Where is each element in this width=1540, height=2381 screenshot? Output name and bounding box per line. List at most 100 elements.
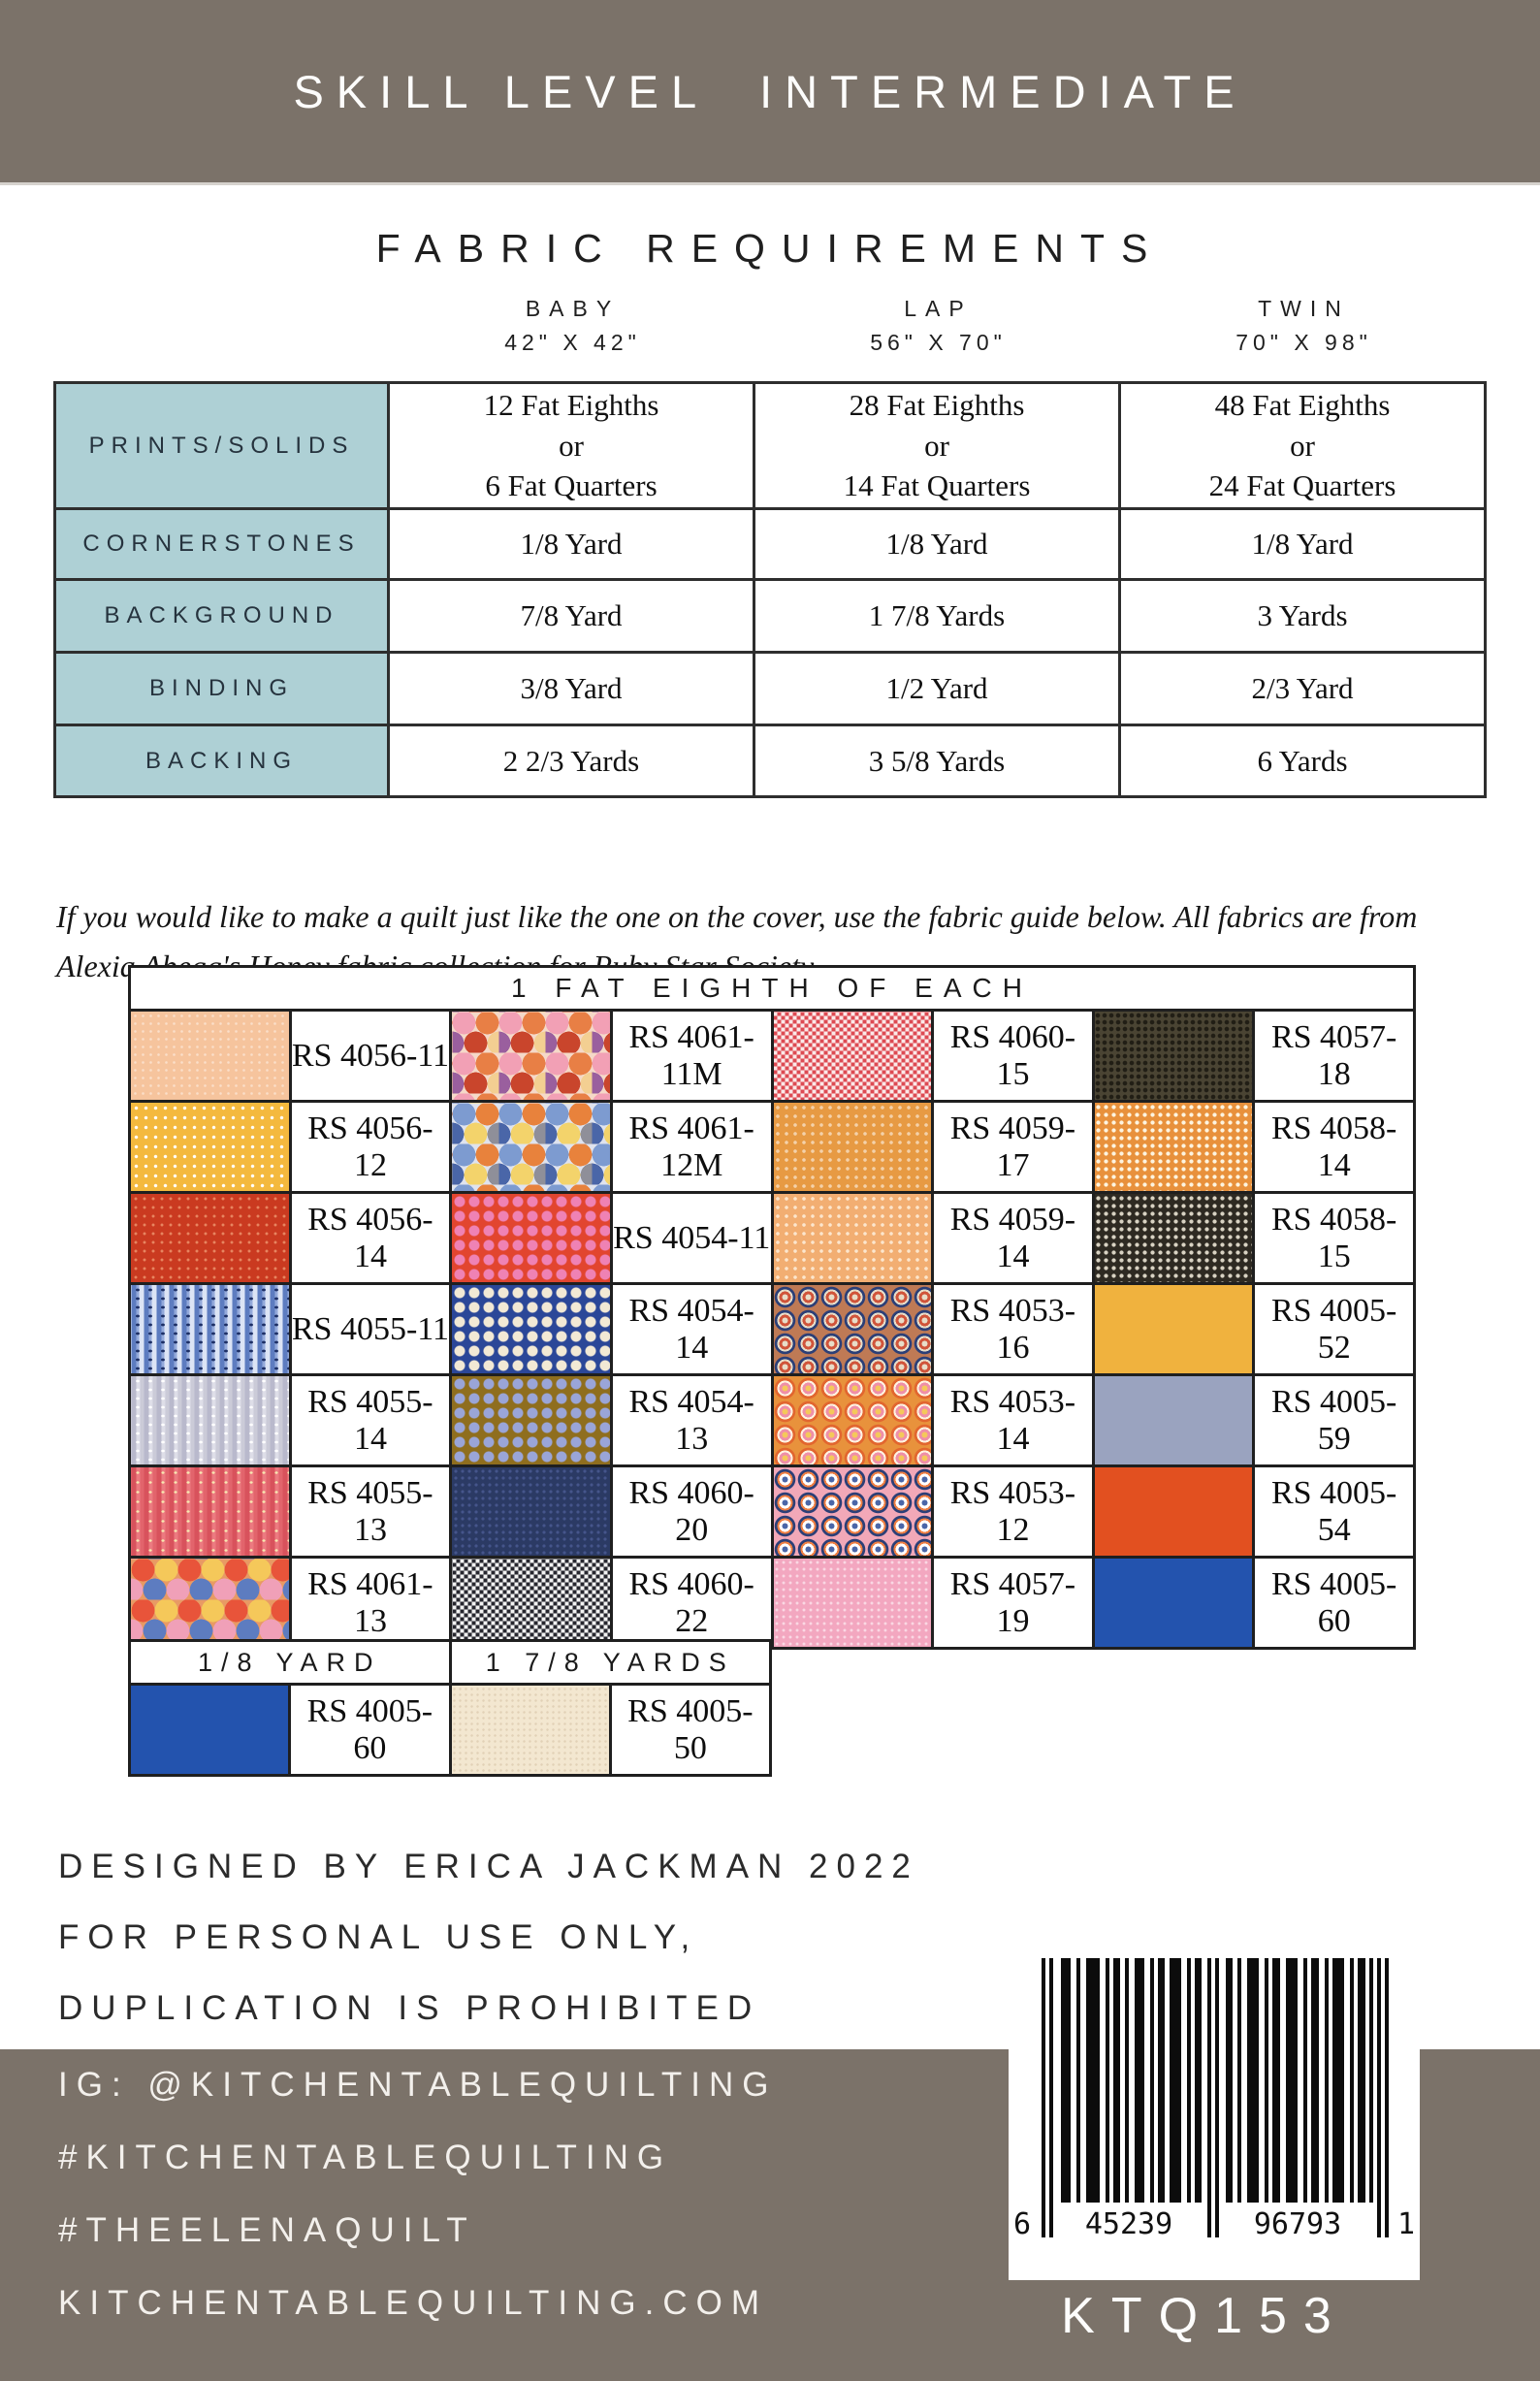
fabric-code: RS 4061-12M xyxy=(609,1100,774,1194)
fabric-code: RS 4054-13 xyxy=(609,1373,774,1467)
fabric-code: RS 4054-11 xyxy=(609,1191,774,1285)
fabric-code: RS 4056-12 xyxy=(288,1100,453,1194)
requirement-value-line: 2 2/3 Yards xyxy=(502,743,640,778)
fabric-swatch xyxy=(1091,1464,1256,1559)
fabric-code: RS 4053-14 xyxy=(931,1373,1095,1467)
fabric-code: RS 4058-15 xyxy=(1252,1191,1416,1285)
fabric-code: RS 4061-11M xyxy=(609,1009,774,1103)
requirement-label: PRINTS/SOLIDS xyxy=(53,381,390,510)
size-name: LAP xyxy=(904,296,973,321)
extra-header-row: 1/8 YARD 1 7/8 YARDS xyxy=(128,1639,772,1686)
fabric-code: RS 4055-11 xyxy=(288,1282,453,1376)
requirement-value-line: 6 Fat Quarters xyxy=(485,468,658,503)
credit-duplication: DUPLICATION IS PROHIBITED xyxy=(58,1989,761,2027)
requirement-value: 3 5/8 Yards xyxy=(753,724,1121,798)
barcode-digit-right: 1 xyxy=(1397,2207,1415,2241)
fabric-swatch xyxy=(128,1282,292,1376)
guide-row: RS 4056-11 RS 4061-11M RS 4060-15 RS 4057-1… xyxy=(128,1009,1416,1103)
fabric-swatch xyxy=(770,1556,935,1650)
barcode-digit-left: 6 xyxy=(1013,2207,1031,2241)
fabric-swatch xyxy=(128,1009,292,1103)
guide-header: 1 FAT EIGHTH OF EACH xyxy=(128,965,1416,1012)
yardage-header: 1 7/8 YARDS xyxy=(448,1639,772,1686)
fabric-code: RS 4058-14 xyxy=(1252,1100,1416,1194)
fabric-swatch xyxy=(449,1191,613,1285)
requirements-row: PRINTS/SOLIDS 12 Fat Eighths or 6 Fat Quart… xyxy=(53,381,1487,510)
requirement-value-line: 24 Fat Quarters xyxy=(1208,468,1396,503)
requirement-label: BACKING xyxy=(53,724,390,798)
requirement-value-line: 1/8 Yard xyxy=(520,527,623,562)
guide-row: RS 4056-12 RS 4061-12M RS 4059-17 RS 4058-1… xyxy=(128,1100,1416,1194)
fabric-code: RS 4055-14 xyxy=(288,1373,453,1467)
requirement-label: CORNERSTONES xyxy=(53,507,390,581)
fabric-guide-extra-table: 1/8 YARD 1 7/8 YARDS RS 4005-60 RS 4005-50 xyxy=(127,1639,773,1777)
fabric-swatch xyxy=(449,1282,613,1376)
skill-level-banner: SKILL LEVEL INTERMEDIATE xyxy=(0,0,1540,185)
fabric-code: RS 4060-15 xyxy=(931,1009,1095,1103)
requirements-row: BACKGROUND 7/8 Yard 1 7/8 Yards 3 Yards xyxy=(53,578,1487,654)
fabric-code: RS 4005-54 xyxy=(1252,1464,1416,1559)
fabric-requirements-title: FABRIC REQUIREMENTS xyxy=(375,226,1165,271)
requirement-value-line: 1 7/8 Yards xyxy=(868,598,1006,633)
requirement-value: 1 7/8 Yards xyxy=(753,578,1121,654)
requirement-value-line: 1/8 Yard xyxy=(885,527,988,562)
requirement-value-line: 12 Fat Eighths xyxy=(483,387,659,422)
fabric-swatch xyxy=(1091,1282,1256,1376)
fabric-code: RS 4005-60 xyxy=(1252,1556,1416,1650)
fabric-code: RS 4005-59 xyxy=(1252,1373,1416,1467)
fabric-swatch xyxy=(770,1009,935,1103)
requirement-value: 1/2 Yard xyxy=(753,651,1121,726)
requirement-value-line: or xyxy=(924,428,949,463)
requirement-value: 1/8 Yard xyxy=(387,507,755,581)
fabric-code: RS 4053-16 xyxy=(931,1282,1095,1376)
requirement-value-line: 28 Fat Eighths xyxy=(849,387,1025,422)
credit-personal-use: FOR PERSONAL USE ONLY, xyxy=(58,1918,699,1956)
guide-row: RS 4056-14 RS 4054-11 RS 4059-14 RS 4058-15 xyxy=(128,1191,1416,1285)
fabric-code: RS 4060-20 xyxy=(609,1464,774,1559)
fabric-swatch xyxy=(770,1282,935,1376)
social-links: IG: @KITCHENTABLEQUILTING #KITCHENTABLEQ… xyxy=(58,2066,778,2357)
fabric-code: RS 4061-13 xyxy=(288,1556,453,1650)
guide-row: RS 4055-14 RS 4054-13 RS 4053-14 RS 4005-59 xyxy=(128,1373,1416,1467)
fabric-swatch xyxy=(128,1191,292,1285)
fabric-swatch xyxy=(128,1464,292,1559)
requirement-value: 1/8 Yard xyxy=(753,507,1121,581)
requirement-label: BINDING xyxy=(53,651,390,726)
fabric-code: RS 4005-60 xyxy=(288,1683,452,1777)
requirement-value: 1/8 Yard xyxy=(1118,507,1487,581)
fabric-swatch xyxy=(128,1556,292,1650)
fabric-swatch xyxy=(1091,1191,1256,1285)
fabric-swatch xyxy=(1091,1373,1256,1467)
fabric-swatch xyxy=(449,1464,613,1559)
size-header-twin: TWIN 70" X 98" xyxy=(1121,296,1487,356)
fabric-code: RS 4005-50 xyxy=(608,1683,773,1777)
credits-block: DESIGNED BY ERICA JACKMAN 2022 FOR PERSO… xyxy=(58,1848,919,2060)
fabric-code: RS 4005-52 xyxy=(1252,1282,1416,1376)
requirements-row: CORNERSTONES 1/8 Yard 1/8 Yard 1/8 Yard xyxy=(53,507,1487,581)
fabric-requirements-table: PRINTS/SOLIDS 12 Fat Eighths or 6 Fat Quart… xyxy=(53,381,1487,798)
fabric-code: RS 4057-18 xyxy=(1252,1009,1416,1103)
guide-row: RS 4055-13 RS 4060-20 RS 4053-12 RS 4005-54 xyxy=(128,1464,1416,1559)
size-name: TWIN xyxy=(1258,296,1350,321)
fabric-code: RS 4059-14 xyxy=(931,1191,1095,1285)
requirement-value: 3 Yards xyxy=(1118,578,1487,654)
requirement-value: 12 Fat Eighths or 6 Fat Quarters xyxy=(387,381,755,510)
fabric-swatch xyxy=(1091,1009,1256,1103)
requirement-value-line: 14 Fat Quarters xyxy=(843,468,1031,503)
fabric-code: RS 4055-13 xyxy=(288,1464,453,1559)
skill-level-text: SKILL LEVEL INTERMEDIATE xyxy=(293,65,1246,118)
guide-row: RS 4055-11 RS 4054-14 RS 4053-16 RS 4005-52 xyxy=(128,1282,1416,1376)
requirement-value: 3/8 Yard xyxy=(387,651,755,726)
requirement-value-line: 48 Fat Eighths xyxy=(1214,387,1391,422)
hashtag-kitchentablequilting: #KITCHENTABLEQUILTING xyxy=(58,2139,673,2176)
pattern-sku: KTQ153 xyxy=(1061,2288,1348,2344)
barcode-digits-group1: 45239 xyxy=(1085,2207,1172,2241)
size-dims: 56" X 70" xyxy=(870,330,1007,355)
fabric-code: RS 4053-12 xyxy=(931,1464,1095,1559)
fabric-guide-table: 1 FAT EIGHTH OF EACH RS 4056-11 RS 4061-11… xyxy=(128,965,1416,1650)
requirement-value-line: 6 Yards xyxy=(1257,743,1348,778)
fabric-swatch xyxy=(770,1373,935,1467)
requirement-value-line: 3 5/8 Yards xyxy=(868,743,1006,778)
size-header-baby: BABY 42" X 42" xyxy=(390,296,755,356)
